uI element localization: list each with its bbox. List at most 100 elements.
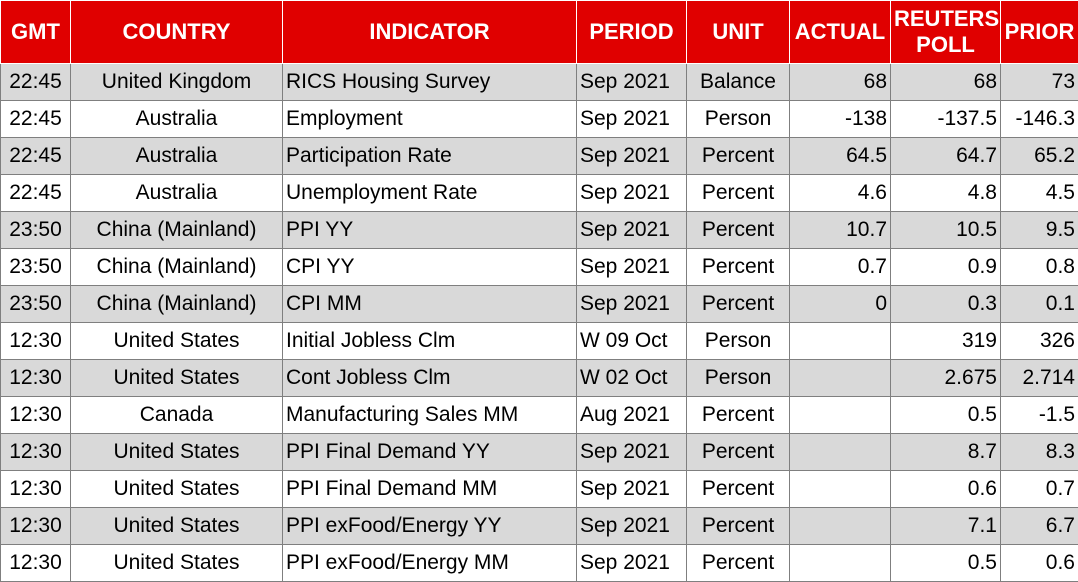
cell-country: United Kingdom <box>71 64 283 101</box>
cell-indicator: RICS Housing Survey <box>283 64 577 101</box>
cell-unit: Person <box>687 323 790 360</box>
cell-prior: 73 <box>1001 64 1078 101</box>
cell-indicator: PPI exFood/Energy YY <box>283 508 577 545</box>
cell-gmt: 22:45 <box>1 101 71 138</box>
cell-actual <box>790 397 891 434</box>
cell-reuters-poll: 2.675 <box>891 360 1001 397</box>
cell-period: Sep 2021 <box>577 471 687 508</box>
cell-period: Sep 2021 <box>577 508 687 545</box>
cell-gmt: 22:45 <box>1 64 71 101</box>
cell-indicator: CPI MM <box>283 286 577 323</box>
cell-unit: Percent <box>687 138 790 175</box>
cell-prior: 326 <box>1001 323 1078 360</box>
cell-actual: 64.5 <box>790 138 891 175</box>
cell-prior: 6.7 <box>1001 508 1078 545</box>
cell-indicator: PPI exFood/Energy MM <box>283 545 577 582</box>
cell-actual: 68 <box>790 64 891 101</box>
header-country: COUNTRY <box>71 1 283 64</box>
cell-gmt: 12:30 <box>1 471 71 508</box>
cell-actual <box>790 508 891 545</box>
cell-reuters-poll: 0.9 <box>891 249 1001 286</box>
cell-unit: Percent <box>687 175 790 212</box>
cell-reuters-poll: 64.7 <box>891 138 1001 175</box>
cell-prior: -1.5 <box>1001 397 1078 434</box>
cell-indicator: CPI YY <box>283 249 577 286</box>
cell-period: Sep 2021 <box>577 138 687 175</box>
cell-period: W 09 Oct <box>577 323 687 360</box>
cell-unit: Person <box>687 360 790 397</box>
cell-unit: Percent <box>687 434 790 471</box>
cell-country: Canada <box>71 397 283 434</box>
cell-indicator: Initial Jobless Clm <box>283 323 577 360</box>
cell-reuters-poll: -137.5 <box>891 101 1001 138</box>
cell-prior: 9.5 <box>1001 212 1078 249</box>
header-unit: UNIT <box>687 1 790 64</box>
cell-reuters-poll: 0.3 <box>891 286 1001 323</box>
cell-gmt: 23:50 <box>1 249 71 286</box>
cell-unit: Percent <box>687 397 790 434</box>
cell-unit: Percent <box>687 212 790 249</box>
cell-prior: 8.3 <box>1001 434 1078 471</box>
cell-country: China (Mainland) <box>71 249 283 286</box>
cell-indicator: Participation Rate <box>283 138 577 175</box>
cell-indicator: Cont Jobless Clm <box>283 360 577 397</box>
cell-prior: 65.2 <box>1001 138 1078 175</box>
cell-period: Sep 2021 <box>577 286 687 323</box>
cell-gmt: 12:30 <box>1 360 71 397</box>
cell-gmt: 22:45 <box>1 175 71 212</box>
cell-period: Sep 2021 <box>577 545 687 582</box>
cell-actual <box>790 323 891 360</box>
cell-indicator: PPI YY <box>283 212 577 249</box>
cell-unit: Person <box>687 101 790 138</box>
cell-reuters-poll: 4.8 <box>891 175 1001 212</box>
header-reuters-poll-line1: REUTERS <box>894 6 999 31</box>
header-gmt: GMT <box>1 1 71 64</box>
cell-prior: 0.6 <box>1001 545 1078 582</box>
cell-period: Sep 2021 <box>577 212 687 249</box>
cell-country: Australia <box>71 138 283 175</box>
cell-actual: 0.7 <box>790 249 891 286</box>
cell-prior: -146.3 <box>1001 101 1078 138</box>
cell-unit: Percent <box>687 545 790 582</box>
cell-period: Sep 2021 <box>577 249 687 286</box>
header-row: GMT COUNTRY INDICATOR PERIOD UNIT ACTUAL… <box>1 1 1078 64</box>
cell-prior: 0.8 <box>1001 249 1078 286</box>
cell-country: United States <box>71 471 283 508</box>
cell-actual: 0 <box>790 286 891 323</box>
cell-period: Sep 2021 <box>577 64 687 101</box>
cell-indicator: Unemployment Rate <box>283 175 577 212</box>
cell-prior: 2.714 <box>1001 360 1078 397</box>
cell-prior: 4.5 <box>1001 175 1078 212</box>
cell-country: United States <box>71 545 283 582</box>
cell-reuters-poll: 319 <box>891 323 1001 360</box>
cell-indicator: PPI Final Demand YY <box>283 434 577 471</box>
cell-unit: Balance <box>687 64 790 101</box>
cell-gmt: 12:30 <box>1 434 71 471</box>
cell-period: Sep 2021 <box>577 175 687 212</box>
cell-gmt: 12:30 <box>1 545 71 582</box>
cell-unit: Percent <box>687 471 790 508</box>
header-period: PERIOD <box>577 1 687 64</box>
cell-reuters-poll: 68 <box>891 64 1001 101</box>
cell-country: China (Mainland) <box>71 212 283 249</box>
cell-actual <box>790 434 891 471</box>
cell-actual <box>790 360 891 397</box>
cell-period: Sep 2021 <box>577 101 687 138</box>
cell-gmt: 12:30 <box>1 397 71 434</box>
cell-period: W 02 Oct <box>577 360 687 397</box>
cell-actual: -138 <box>790 101 891 138</box>
cell-country: United States <box>71 360 283 397</box>
